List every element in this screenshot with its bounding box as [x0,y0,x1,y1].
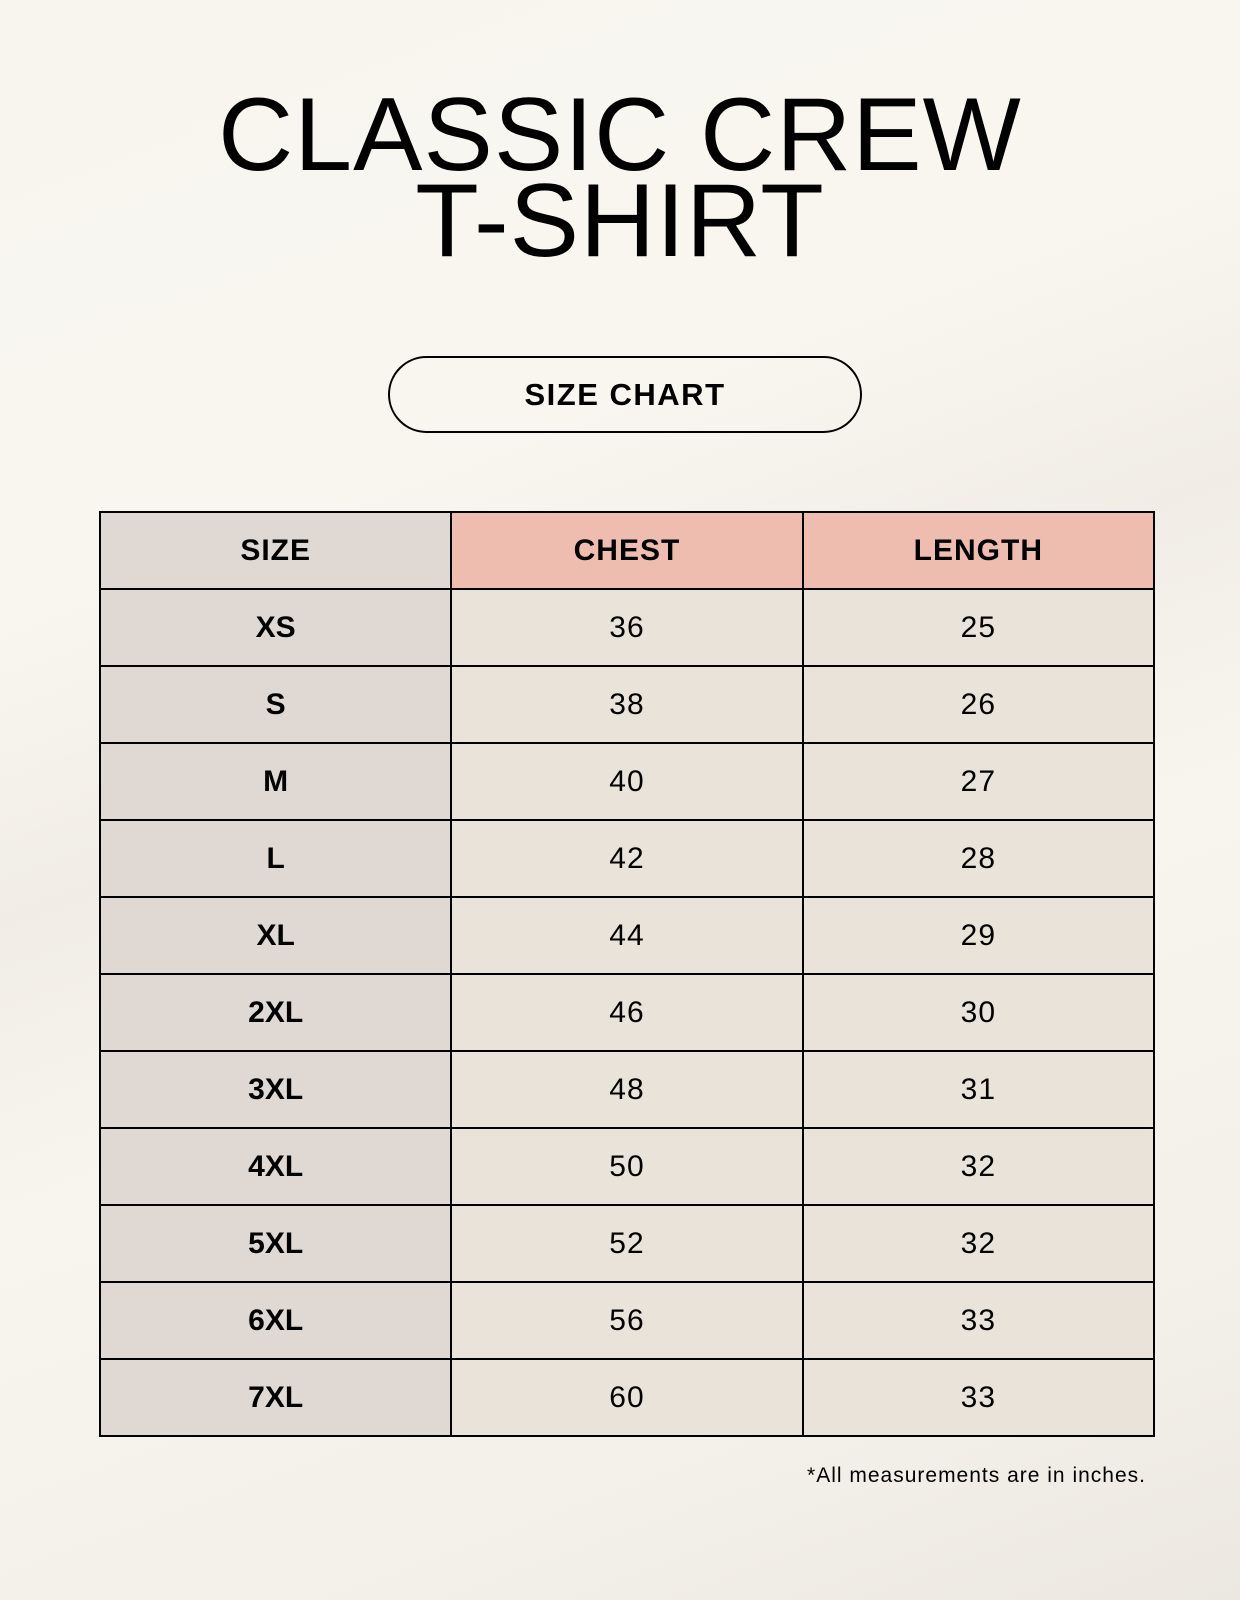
table-row: XL 44 29 [98,896,1156,975]
table-row: 3XL 48 31 [98,1050,1156,1129]
length-cell: 31 [801,1050,1156,1129]
length-cell: 29 [801,896,1156,975]
table-row: 2XL 46 30 [98,973,1156,1052]
chest-cell: 40 [450,742,804,821]
size-cell: L [98,819,453,898]
length-cell: 25 [801,588,1156,667]
size-cell: 7XL [98,1358,453,1437]
chest-cell: 44 [450,896,804,975]
chest-cell: 48 [450,1050,804,1129]
chest-cell: 56 [450,1281,804,1360]
length-cell: 26 [801,665,1156,744]
size-table: SIZE CHEST LENGTH XS 36 25 S 38 26 M 40 27 L 42 28 X… [98,511,1156,1437]
header-length: LENGTH [801,511,1156,590]
chest-cell: 46 [450,973,804,1052]
chest-cell: 52 [450,1204,804,1283]
table-row: 7XL 60 33 [98,1358,1156,1437]
size-cell: XL [98,896,453,975]
length-cell: 33 [801,1281,1156,1360]
length-cell: 32 [801,1127,1156,1206]
length-cell: 27 [801,742,1156,821]
chest-cell: 50 [450,1127,804,1206]
chest-cell: 60 [450,1358,804,1437]
length-cell: 28 [801,819,1156,898]
length-cell: 32 [801,1204,1156,1283]
size-chart-badge: SIZE CHART [388,356,862,433]
page-title: CLASSIC CREW T-SHIRT [0,77,1240,279]
table-row: 6XL 56 33 [98,1281,1156,1360]
size-cell: M [98,742,453,821]
title-line-2: T-SHIRT [415,163,825,279]
table-header-row: SIZE CHEST LENGTH [98,511,1156,590]
chest-cell: 36 [450,588,804,667]
length-cell: 30 [801,973,1156,1052]
size-cell: XS [98,588,453,667]
table-row: L 42 28 [98,819,1156,898]
footnote: *All measurements are in inches. [807,1464,1146,1487]
table-row: S 38 26 [98,665,1156,744]
title-line-1: CLASSIC CREW [218,77,1022,193]
table-row: M 40 27 [98,742,1156,821]
chest-cell: 42 [450,819,804,898]
size-cell: 6XL [98,1281,453,1360]
chest-cell: 38 [450,665,804,744]
size-cell: 3XL [98,1050,453,1129]
header-chest: CHEST [450,511,804,590]
size-cell: S [98,665,453,744]
header-size: SIZE [98,511,453,590]
table-row: 4XL 50 32 [98,1127,1156,1206]
size-cell: 5XL [98,1204,453,1283]
size-cell: 2XL [98,973,453,1052]
length-cell: 33 [801,1358,1156,1437]
table-row: XS 36 25 [98,588,1156,667]
table-row: 5XL 52 32 [98,1204,1156,1283]
size-cell: 4XL [98,1127,453,1206]
